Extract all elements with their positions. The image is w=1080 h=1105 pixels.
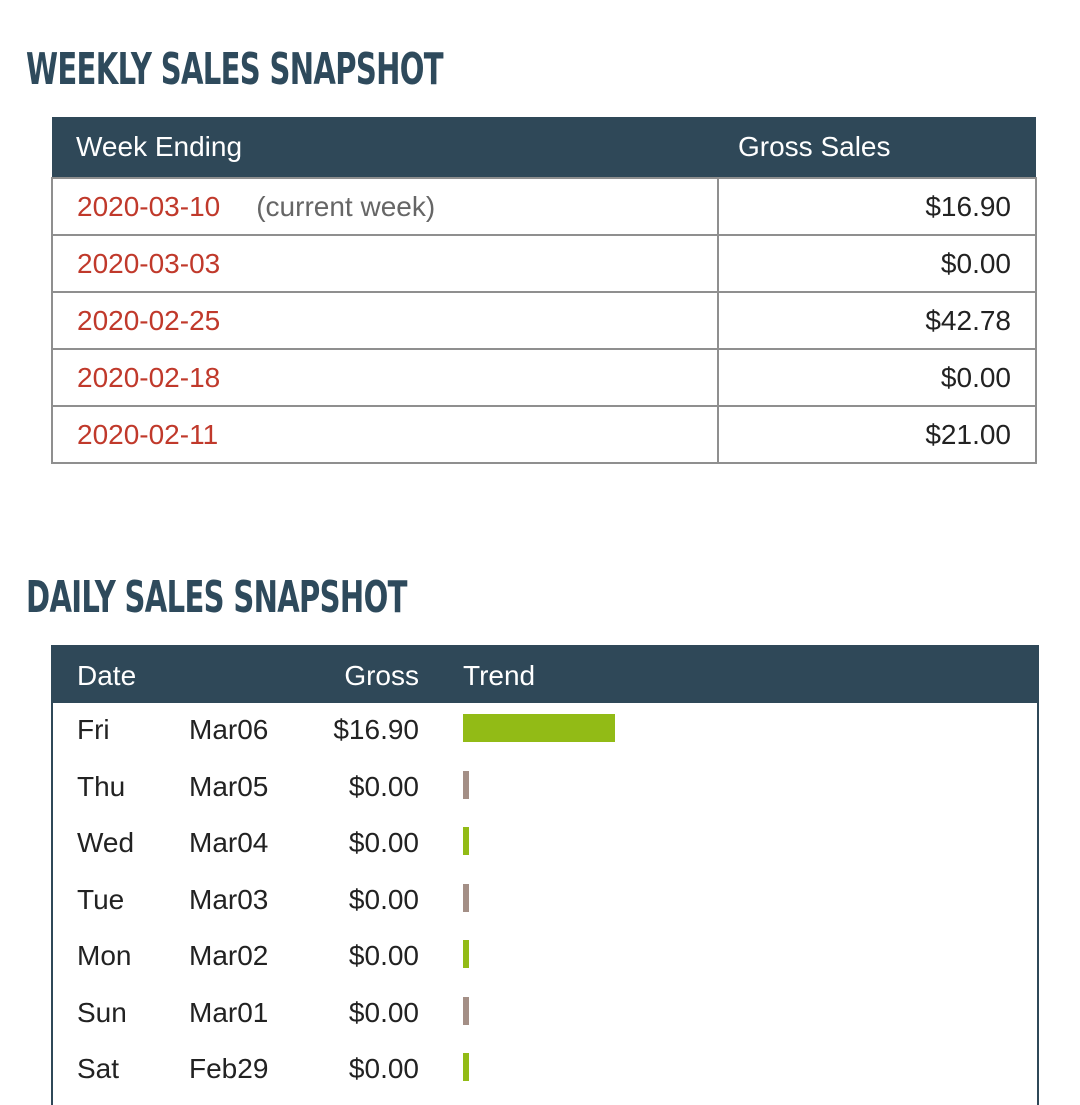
day-of-week: Tue [77, 883, 125, 915]
gross-sales-value: $0.00 [717, 234, 1037, 293]
gross-sales-value: $21.00 [717, 405, 1037, 464]
date-header: Date [77, 660, 137, 691]
trend-bar [463, 827, 469, 855]
daily-row: Sat Feb29 $0.00 [53, 1042, 1037, 1099]
day-gross-value: $0.00 [348, 1053, 419, 1084]
day-of-week: Sat [77, 1053, 120, 1084]
daily-row: Fri Mar06 $16.90 [53, 703, 1037, 760]
weekly-header-row: Week Ending Gross Sales [52, 117, 1036, 178]
trend-bar [463, 996, 469, 1025]
week-date-link[interactable]: 2020-03-10 [77, 190, 221, 222]
day-date: Mar04 [189, 827, 269, 858]
trend-bar [463, 1053, 469, 1081]
gross-sales-value: $42.78 [717, 291, 1037, 350]
week-date-link[interactable]: 2020-02-18 [77, 361, 221, 393]
trend-header: Trend [463, 660, 536, 691]
daily-header-row: Date Gross Trend [53, 645, 1037, 703]
day-date: Mar06 [189, 714, 269, 745]
week-cell: 2020-02-25 [51, 291, 719, 350]
trend-bar [463, 883, 469, 912]
day-date: Mar05 [189, 770, 269, 802]
table-row: 2020-03-03 $0.00 [51, 234, 1037, 293]
gross-sales-header: Gross Sales [718, 117, 1036, 178]
week-cell: 2020-03-10 (current week) [51, 177, 719, 236]
day-gross-value: $0.00 [348, 940, 419, 971]
gross-header: Gross [344, 660, 419, 691]
daily-row: Sun Mar01 $0.00 [53, 986, 1037, 1043]
day-of-week: Fri [77, 714, 110, 745]
table-row: 2020-02-11 $21.00 [51, 405, 1037, 464]
day-gross-value: $0.00 [348, 770, 419, 802]
week-date-link[interactable]: 2020-02-11 [77, 418, 219, 450]
week-ending-header: Week Ending [52, 117, 718, 178]
day-date: Mar01 [189, 996, 269, 1028]
trend-bar [463, 770, 469, 799]
weekly-sales-title: WEEKLY SALES SNAPSHOT [26, 44, 444, 95]
daily-sales-table: Date Gross Trend Fri Mar06 $16.90 Thu Mar05 $… [51, 645, 1039, 1105]
daily-row: Tue Mar03 $0.00 [53, 873, 1037, 930]
daily-row: Wed Mar04 $0.00 [53, 816, 1037, 873]
day-of-week: Thu [77, 770, 126, 802]
day-date: Mar02 [189, 940, 269, 971]
daily-row: Thu Mar05 $0.00 [53, 760, 1037, 817]
day-gross-value: $0.00 [348, 883, 419, 915]
daily-sales-title: DAILY SALES SNAPSHOT [26, 572, 407, 623]
week-date-link[interactable]: 2020-02-25 [77, 304, 221, 336]
day-date: Feb29 [189, 1053, 269, 1084]
gross-sales-value: $0.00 [717, 348, 1037, 407]
week-date-link[interactable]: 2020-03-03 [77, 247, 221, 279]
gross-sales-value: $16.90 [717, 177, 1037, 236]
trend-bar [463, 940, 469, 968]
current-week-note: (current week) [256, 190, 436, 222]
table-row: 2020-02-25 $42.78 [51, 291, 1037, 350]
trend-bar [463, 714, 615, 742]
week-cell: 2020-03-03 [51, 234, 719, 293]
day-of-week: Sun [77, 996, 127, 1028]
day-gross-value: $16.90 [333, 714, 419, 745]
day-of-week: Mon [77, 940, 132, 971]
day-date: Mar03 [189, 883, 269, 915]
daily-row: Mon Mar02 $0.00 [53, 929, 1037, 986]
table-row: 2020-03-10 (current week) $16.90 [51, 177, 1037, 236]
day-gross-value: $0.00 [348, 996, 419, 1028]
week-cell: 2020-02-18 [51, 348, 719, 407]
week-cell: 2020-02-11 [51, 405, 719, 464]
table-row: 2020-02-18 $0.00 [51, 348, 1037, 407]
daily-rows: Fri Mar06 $16.90 Thu Mar05 $0.00 Wed Mar04 $0.00… [53, 703, 1037, 1099]
weekly-sales-table: Week Ending Gross Sales 2020-03-10 (curre… [51, 117, 1037, 464]
day-of-week: Wed [77, 827, 135, 858]
day-gross-value: $0.00 [348, 827, 419, 858]
